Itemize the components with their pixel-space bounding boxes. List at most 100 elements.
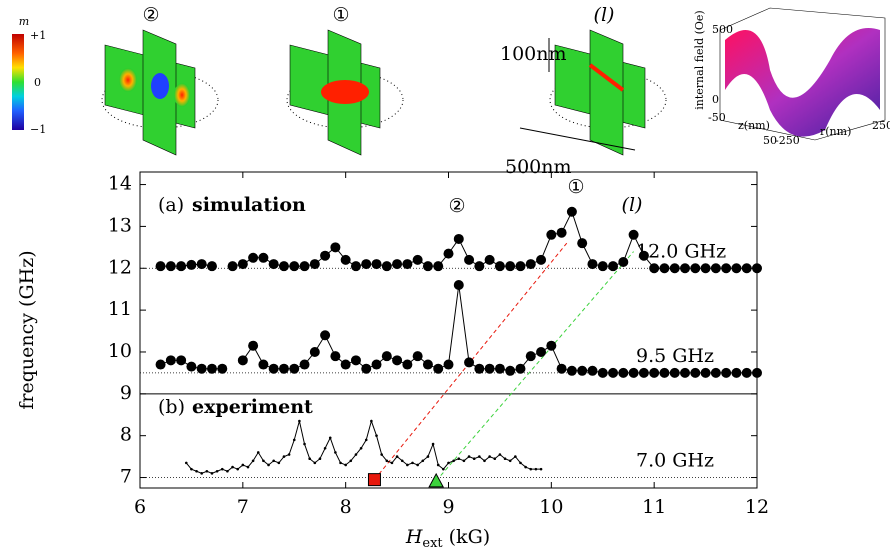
data-point (472, 457, 476, 461)
data-point (364, 438, 368, 442)
data-point (313, 461, 317, 465)
data-point (381, 261, 392, 272)
data-point (566, 206, 577, 217)
data-point (493, 457, 497, 461)
data-point (354, 453, 358, 456)
data-point (524, 465, 527, 469)
data-point (577, 365, 588, 376)
data-point (669, 367, 680, 378)
series-line (185, 419, 542, 474)
data-point (659, 263, 670, 274)
data-point (309, 346, 320, 357)
panel-label: (a) (158, 194, 184, 216)
data-point (339, 461, 342, 465)
data-point (721, 367, 732, 378)
data-point (608, 261, 619, 272)
field-plot: internal field (Oe) 500 0 z(nm) -50 50 -… (693, 7, 890, 147)
data-point (505, 261, 516, 272)
snapshot: ② (101, 4, 219, 156)
guide-line (435, 251, 634, 482)
panel-label: (b) (158, 396, 185, 418)
data-point (303, 442, 306, 446)
x-axis-subscript: ext (422, 536, 443, 551)
x-tick-label: 9 (442, 496, 454, 518)
data-point (649, 263, 660, 274)
panel-title: simulation (192, 194, 306, 216)
data-point (556, 227, 567, 238)
colorbar-tick: +1 (30, 29, 46, 42)
data-point (328, 436, 332, 440)
data-point (412, 351, 423, 362)
data-point (385, 459, 389, 463)
data-point (649, 367, 660, 378)
data-point (258, 252, 269, 263)
data-point (618, 367, 629, 378)
data-point (536, 346, 547, 357)
tick-label: -50 (708, 111, 726, 124)
data-point (700, 367, 711, 378)
data-point (700, 263, 711, 274)
data-point (536, 254, 547, 265)
data-point (503, 457, 507, 461)
data-point (237, 355, 248, 366)
data-point (478, 455, 481, 458)
data-point (350, 261, 361, 272)
data-point (498, 453, 502, 456)
data-point (210, 472, 214, 475)
data-point (282, 455, 286, 458)
data-point (669, 263, 680, 274)
y-tick-label: 7 (120, 466, 132, 488)
x-axis-symbol: H (405, 526, 423, 548)
data-point (380, 453, 383, 456)
data-point (525, 351, 536, 362)
data-point (710, 367, 721, 378)
data-point (200, 472, 203, 475)
x-tick-label: 10 (539, 496, 563, 518)
data-point (731, 367, 742, 378)
data-point (246, 465, 250, 469)
tick-label: -250 (775, 134, 800, 147)
data-point (433, 261, 444, 272)
dimension-label: 100nm (500, 43, 567, 65)
data-point (308, 457, 311, 461)
data-point (390, 461, 394, 465)
data-point (508, 459, 512, 463)
data-point (251, 459, 255, 463)
data-point (483, 459, 486, 463)
data-point (205, 469, 209, 473)
marker (367, 473, 381, 487)
data-point (289, 261, 300, 272)
data-point (381, 351, 392, 362)
data-point (462, 459, 466, 463)
data-point (309, 259, 320, 270)
data-point (416, 463, 419, 467)
data-point (443, 248, 454, 259)
data-point (494, 363, 505, 374)
data-point (608, 367, 619, 378)
data-point (206, 363, 217, 374)
data-point (566, 365, 577, 376)
data-point (289, 363, 300, 374)
plot-frame (139, 171, 758, 489)
x-tick-label: 12 (745, 496, 769, 518)
data-point (155, 359, 166, 370)
data-point (220, 467, 224, 471)
data-point (411, 461, 414, 465)
data-point (330, 242, 341, 253)
data-point (392, 259, 403, 270)
data-point (534, 467, 538, 471)
tick-label: 50 (763, 134, 777, 147)
snapshot: ① (286, 4, 404, 156)
data-point (638, 250, 649, 261)
data-point (248, 340, 259, 351)
data-point (320, 330, 331, 341)
data-point (597, 367, 608, 378)
y-tick-label: 13 (108, 214, 132, 236)
data-point (196, 259, 207, 270)
x-tick-label: 8 (340, 496, 352, 518)
data-point (721, 263, 732, 274)
snapshot: (l) 100nm 500nm (500, 4, 667, 178)
data-point (400, 459, 404, 463)
reference-label: 9.5 GHz (636, 345, 714, 367)
data-point (340, 254, 351, 265)
